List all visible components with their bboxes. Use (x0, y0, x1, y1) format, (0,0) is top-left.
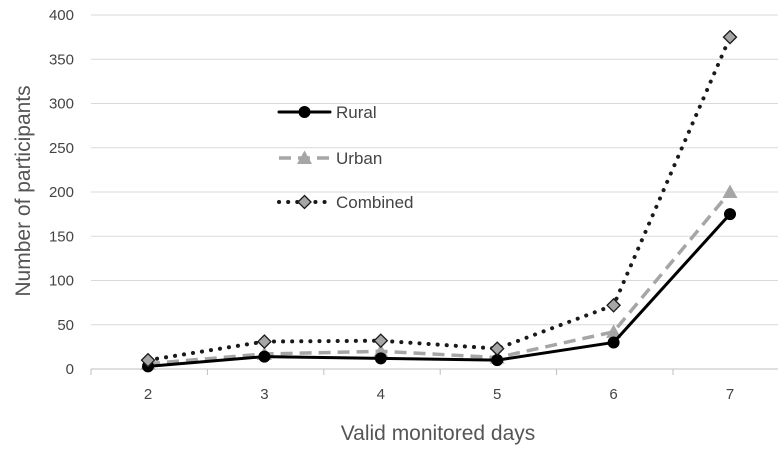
legend-item-urban: Urban (279, 149, 382, 168)
data-point-combined (489, 341, 505, 357)
data-point-combined (140, 352, 156, 368)
data-point-combined (256, 334, 272, 349)
legend-item-rural: Rural (277, 103, 377, 122)
y-tick-label: 150 (49, 228, 74, 245)
series-line-combined (146, 35, 732, 363)
y-tick-label: 300 (49, 96, 74, 113)
y-tick-label: 250 (49, 140, 74, 157)
x-tick-label: 3 (260, 386, 268, 403)
legend-marker-combined (297, 194, 312, 210)
series-line-urban (147, 190, 732, 366)
y-tick-label: 350 (49, 51, 74, 68)
data-point-rural (374, 352, 387, 365)
data-point-combined (606, 297, 622, 313)
y-tick-label: 200 (49, 184, 74, 201)
data-point-rural (724, 208, 736, 221)
legend-item-combined: Combined (277, 193, 414, 212)
y-tick-label: 0 (66, 361, 74, 378)
gridlines (91, 14, 778, 370)
data-point-rural (258, 350, 271, 363)
y-tick-label: 50 (57, 317, 74, 334)
legend-label-combined: Combined (336, 193, 414, 212)
legend-label-rural: Rural (336, 103, 377, 122)
legend-label-urban: Urban (336, 149, 382, 168)
y-tick-label: 100 (49, 273, 74, 290)
data-point-combined (722, 29, 738, 45)
series-combined (140, 29, 738, 368)
data-point-rural (491, 354, 504, 367)
data-point-urban (722, 184, 738, 198)
y-axis: 0 50 100 150 200 250 300 350 400 (49, 7, 74, 378)
x-tick-label: 2 (144, 386, 152, 403)
x-tick-label: 7 (726, 386, 734, 403)
x-tick-label: 6 (609, 386, 617, 403)
x-tick-label: 5 (493, 386, 501, 403)
series-line-rural (146, 212, 732, 368)
series-urban (140, 184, 738, 370)
y-axis-title: Number of participants (12, 85, 35, 296)
data-point-urban (606, 324, 622, 338)
series-layer (140, 29, 738, 373)
legend: Rural Urban Combined (277, 103, 414, 212)
x-axis: 2 3 4 5 6 7 (90, 368, 778, 403)
data-point-combined (373, 333, 389, 349)
y-tick-label: 400 (49, 7, 74, 24)
legend-marker-urban (297, 150, 312, 164)
legend-marker-rural (298, 106, 311, 118)
x-axis-title: Valid monitored days (341, 422, 536, 445)
x-tick-label: 4 (377, 386, 385, 403)
data-point-rural (607, 336, 620, 349)
